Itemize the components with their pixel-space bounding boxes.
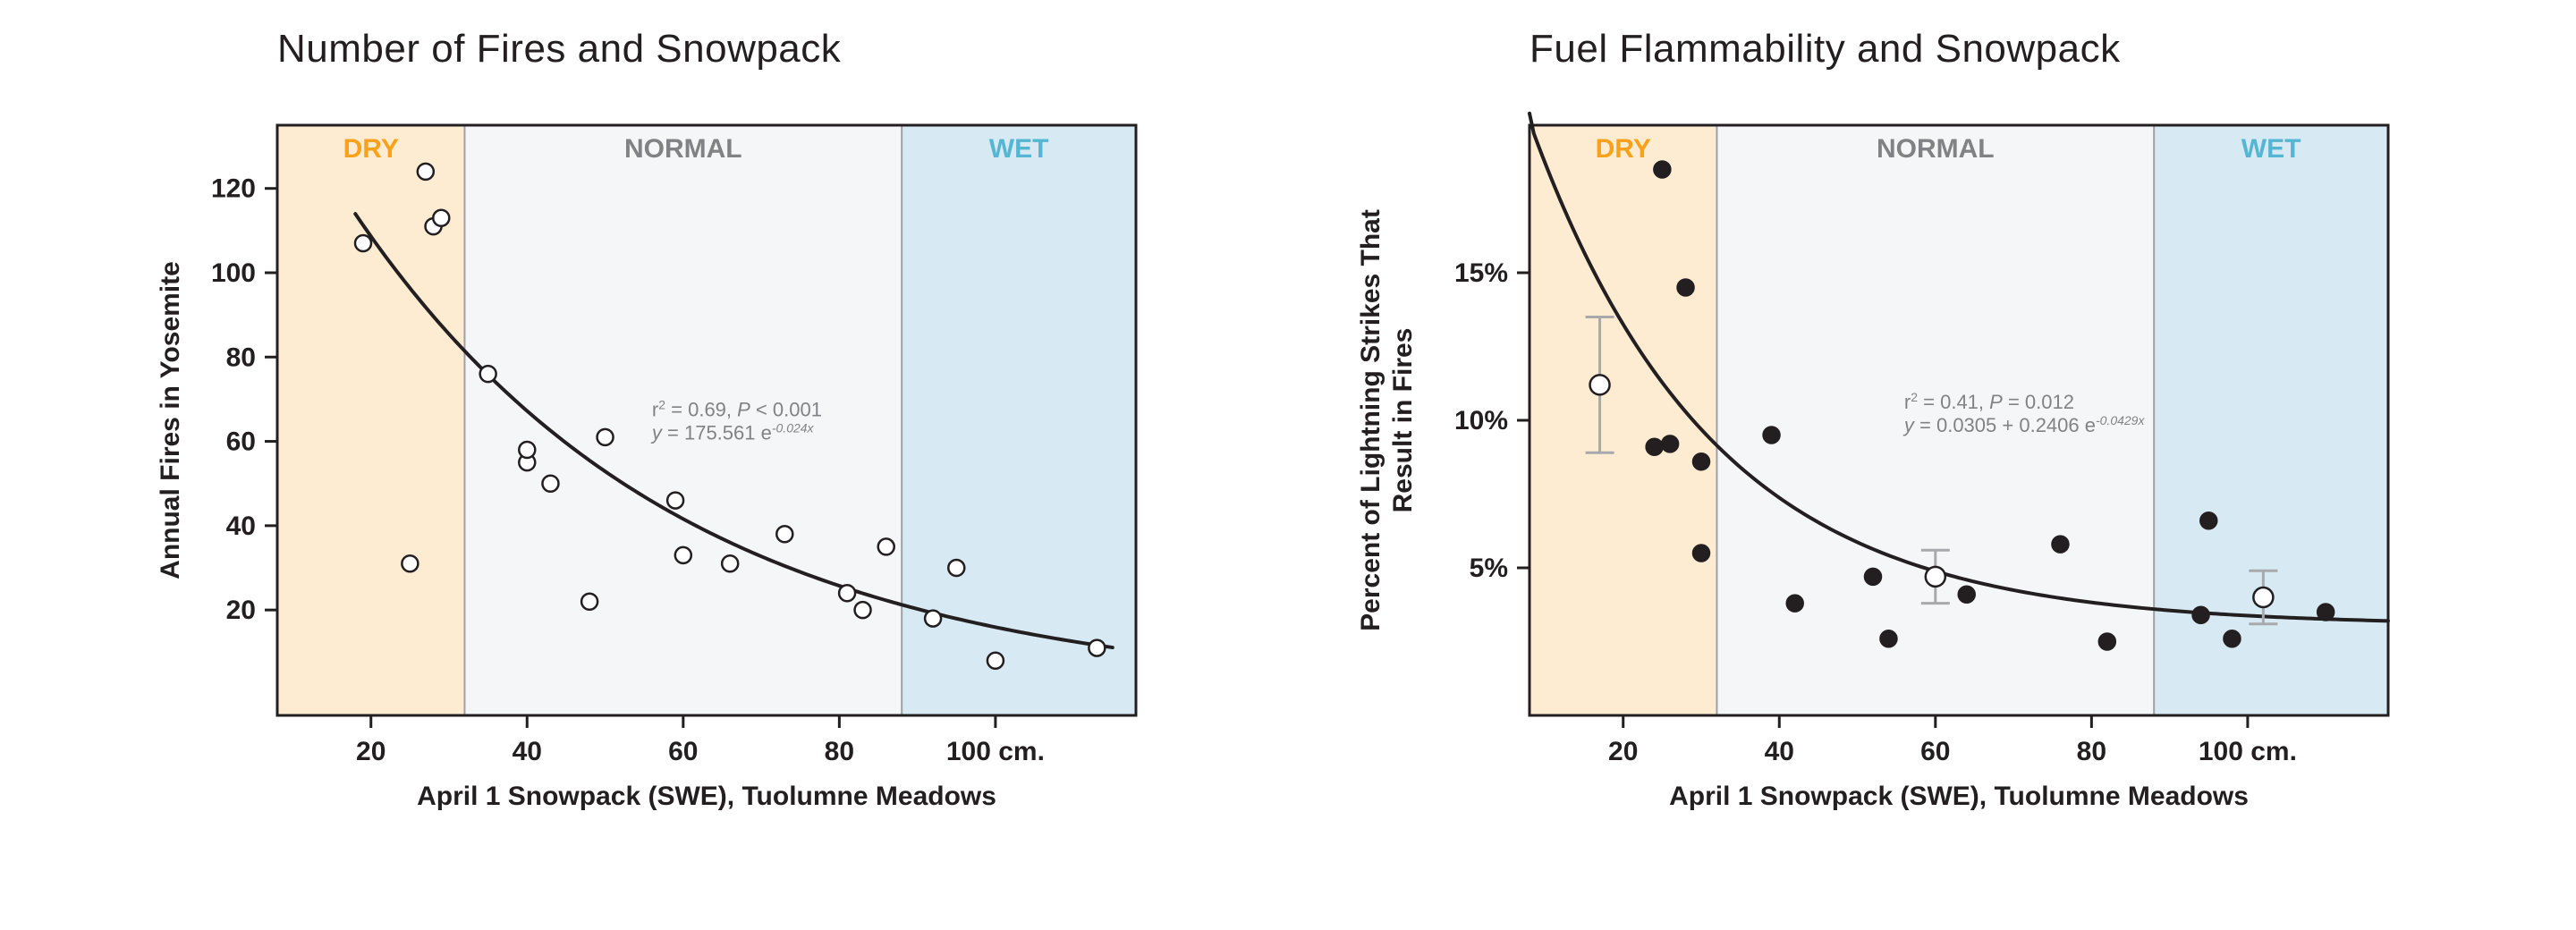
svg-text:NORMAL: NORMAL — [1877, 134, 1995, 164]
left-panel: Number of Fires and Snowpack DRY NORMAL WE… — [89, 18, 1234, 912]
data-point — [355, 235, 371, 251]
data-point — [402, 555, 418, 571]
left-plot: DRY NORMAL WET 20 40 60 80 100 cm. April 1 Snowp… — [89, 89, 1234, 912]
data-point — [2224, 630, 2240, 647]
data-point — [855, 602, 871, 618]
svg-text:100: 100 — [211, 258, 256, 288]
right-plot: DRY NORMAL WET 20 40 60 80 100 cm. April 1 Snowp… — [1342, 89, 2487, 912]
svg-text:April 1 Snowpack (SWE), Tuolum: April 1 Snowpack (SWE), Tuolumne Meadows — [1669, 782, 2249, 811]
data-point — [597, 429, 614, 445]
chart-title-right: Fuel Flammability and Snowpack — [1530, 27, 2487, 72]
data-point — [418, 164, 434, 180]
svg-text:WET: WET — [2241, 134, 2301, 164]
right-svg: DRY NORMAL WET 20 40 60 80 100 cm. April 1 Snowp… — [1342, 89, 2415, 841]
svg-text:80: 80 — [2077, 737, 2106, 766]
data-point — [581, 594, 597, 610]
data-point — [722, 555, 738, 571]
data-point — [1787, 596, 1803, 612]
svg-text:20: 20 — [226, 596, 256, 625]
right-panel: Fuel Flammability and Snowpack DRY NORMAL… — [1342, 18, 2487, 912]
svg-text:15%: 15% — [1454, 258, 1508, 288]
data-point — [1693, 545, 1709, 562]
svg-text:40: 40 — [1765, 737, 1794, 766]
data-point — [1865, 569, 1881, 585]
svg-text:NORMAL: NORMAL — [624, 134, 742, 164]
svg-text:5%: 5% — [1470, 554, 1508, 583]
data-point — [667, 493, 683, 509]
svg-text:100 cm.: 100 cm. — [2199, 737, 2297, 766]
svg-text:WET: WET — [989, 134, 1049, 164]
svg-text:60: 60 — [1920, 737, 1950, 766]
data-point — [839, 585, 855, 601]
svg-text:20: 20 — [1608, 737, 1638, 766]
svg-text:60: 60 — [226, 427, 256, 457]
data-point — [878, 538, 894, 554]
data-point — [1764, 427, 1780, 444]
left-svg: DRY NORMAL WET 20 40 60 80 100 cm. April 1 Snowp… — [89, 89, 1163, 841]
data-point — [1880, 630, 1896, 647]
svg-text:April 1 Snowpack (SWE), Tuolum: April 1 Snowpack (SWE), Tuolumne Meadows — [417, 782, 996, 811]
svg-text:60: 60 — [668, 737, 698, 766]
data-point — [1662, 435, 1678, 452]
data-point — [2099, 634, 2115, 650]
data-point — [1678, 280, 1694, 296]
data-point — [776, 526, 792, 542]
page: Number of Fires and Snowpack DRY NORMAL WE… — [0, 0, 2576, 930]
data-point — [1959, 587, 1975, 603]
mean-marker — [2253, 588, 2273, 607]
data-point — [2052, 537, 2068, 553]
data-point — [433, 210, 449, 226]
data-point — [542, 476, 558, 492]
mean-marker — [1590, 375, 1610, 394]
data-point — [480, 366, 496, 382]
svg-text:DRY: DRY — [343, 134, 399, 164]
data-point — [925, 611, 941, 627]
svg-text:80: 80 — [226, 342, 256, 372]
data-point — [1647, 439, 1663, 455]
data-point — [1693, 453, 1709, 469]
data-point — [1654, 162, 1670, 178]
svg-text:10%: 10% — [1454, 406, 1508, 435]
data-point — [948, 560, 964, 576]
svg-text:120: 120 — [211, 174, 256, 204]
svg-text:Percent of Lightning Strikes T: Percent of Lightning Strikes That — [1356, 209, 1385, 631]
svg-text:Result in Fires: Result in Fires — [1388, 328, 1418, 513]
data-point — [2193, 607, 2209, 623]
data-point — [675, 547, 691, 563]
svg-text:DRY: DRY — [1596, 134, 1651, 164]
svg-text:40: 40 — [226, 512, 256, 541]
data-point — [2200, 512, 2216, 528]
svg-text:100 cm.: 100 cm. — [946, 737, 1045, 766]
data-point — [2318, 604, 2334, 621]
mean-marker — [1926, 567, 1945, 587]
data-point — [519, 442, 535, 458]
svg-text:80: 80 — [825, 737, 854, 766]
data-point — [987, 653, 1004, 669]
chart-title-left: Number of Fires and Snowpack — [277, 27, 1234, 72]
svg-text:Annual Fires in Yosemite: Annual Fires in Yosemite — [156, 261, 185, 579]
svg-text:20: 20 — [356, 737, 386, 766]
svg-text:40: 40 — [513, 737, 542, 766]
data-point — [1089, 640, 1105, 656]
